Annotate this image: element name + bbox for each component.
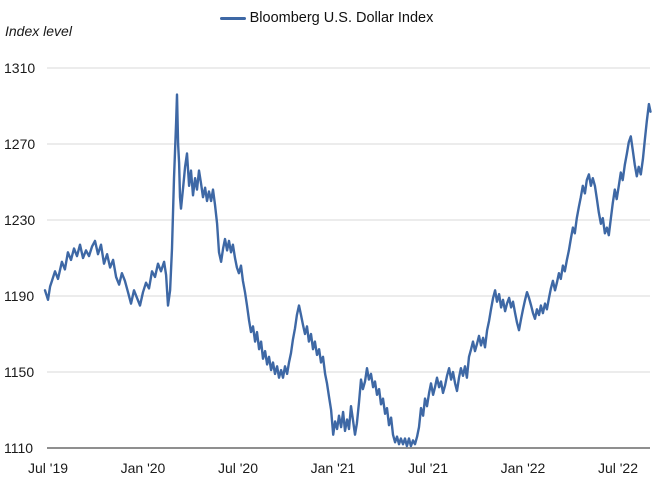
x-tick-label: Jul '21 <box>408 460 448 476</box>
x-tick-label: Jan '22 <box>501 460 546 476</box>
legend: Bloomberg U.S. Dollar Index <box>0 10 653 26</box>
x-tick-label: Jul '20 <box>218 460 258 476</box>
y-tick-label: 1310 <box>4 60 35 76</box>
series-line <box>43 93 652 448</box>
y-tick-label: 1270 <box>4 136 35 152</box>
y-tick-label: 1190 <box>4 288 34 304</box>
x-tick-label: Jan '20 <box>121 460 166 476</box>
y-axis-title: Index level <box>5 23 72 39</box>
x-tick-label: Jan '21 <box>311 460 356 476</box>
legend-series-label: Bloomberg U.S. Dollar Index <box>249 10 434 26</box>
x-tick-label: Jul '19 <box>28 460 68 476</box>
legend-line-swatch-icon <box>219 16 246 20</box>
y-tick-label: 1230 <box>4 212 35 228</box>
x-tick-label: Jul '22 <box>598 460 638 476</box>
y-tick-label: 1150 <box>4 364 34 380</box>
y-tick-label: 1110 <box>4 440 33 456</box>
